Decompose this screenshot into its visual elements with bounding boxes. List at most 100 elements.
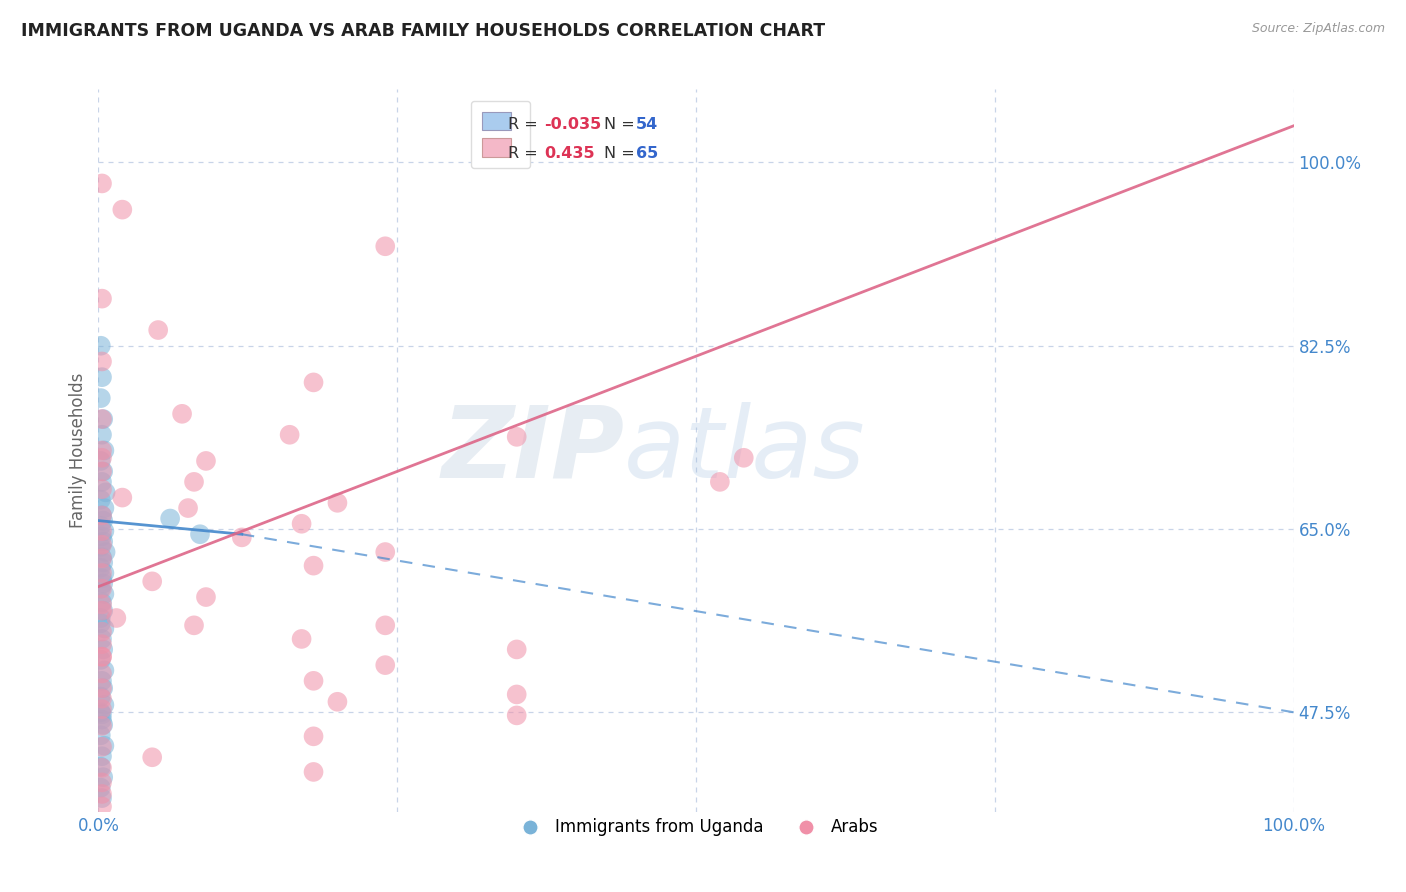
Point — [302, 376, 325, 390]
Point — [91, 775, 114, 789]
Point — [90, 611, 112, 625]
Point — [374, 618, 396, 632]
Point — [91, 370, 114, 384]
Point — [91, 595, 114, 609]
Point — [91, 713, 114, 727]
Point — [93, 443, 115, 458]
Point — [91, 177, 114, 191]
Point — [90, 492, 112, 507]
Point — [195, 454, 218, 468]
Point — [91, 632, 114, 646]
Point — [177, 501, 200, 516]
Point — [91, 799, 114, 814]
Point — [91, 529, 114, 543]
Point — [183, 618, 205, 632]
Point — [231, 530, 253, 544]
Point — [93, 501, 115, 516]
Point — [91, 354, 114, 368]
Point — [105, 611, 128, 625]
Point — [91, 508, 114, 523]
Point — [91, 576, 114, 591]
Point — [91, 637, 114, 651]
Point — [91, 642, 114, 657]
Point — [91, 649, 114, 664]
Point — [506, 688, 529, 702]
Point — [374, 545, 396, 559]
Text: 65: 65 — [636, 146, 658, 161]
Point — [91, 427, 114, 442]
Point — [91, 719, 114, 733]
Point — [172, 407, 194, 421]
Point — [733, 450, 755, 465]
Point — [506, 642, 529, 657]
Point — [90, 728, 112, 742]
Point — [141, 574, 163, 589]
Point — [278, 427, 301, 442]
Text: R =: R = — [509, 146, 548, 161]
Text: 54: 54 — [636, 118, 658, 132]
Point — [93, 739, 115, 753]
Point — [91, 556, 114, 570]
Y-axis label: Family Households: Family Households — [69, 373, 87, 528]
Point — [91, 534, 114, 549]
Point — [91, 702, 114, 716]
Point — [91, 566, 114, 580]
Point — [302, 558, 325, 573]
Point — [90, 391, 112, 405]
Point — [91, 739, 114, 754]
Point — [91, 787, 114, 801]
Point — [90, 582, 112, 596]
Point — [91, 571, 114, 585]
Point — [91, 681, 114, 695]
Point — [302, 764, 325, 779]
Point — [91, 412, 114, 426]
Point — [91, 412, 114, 426]
Point — [326, 695, 349, 709]
Point — [291, 516, 314, 531]
Point — [506, 430, 529, 444]
Point — [91, 443, 114, 458]
Text: atlas: atlas — [624, 402, 866, 499]
Point — [90, 519, 112, 533]
Text: 0.435: 0.435 — [544, 146, 595, 161]
Point — [90, 780, 112, 795]
Point — [90, 616, 112, 631]
Point — [90, 705, 112, 719]
Point — [91, 673, 114, 688]
Text: N =: N = — [605, 146, 640, 161]
Point — [94, 485, 117, 500]
Point — [90, 339, 112, 353]
Point — [183, 475, 205, 489]
Point — [91, 508, 114, 523]
Point — [709, 475, 731, 489]
Point — [91, 482, 114, 496]
Point — [91, 718, 114, 732]
Point — [93, 587, 115, 601]
Point — [90, 653, 112, 667]
Point — [91, 475, 114, 489]
Point — [93, 664, 115, 678]
Point — [188, 527, 211, 541]
Point — [91, 582, 114, 596]
Point — [91, 464, 114, 478]
Point — [374, 239, 396, 253]
Point — [91, 666, 114, 681]
Point — [374, 658, 396, 673]
Point — [302, 673, 325, 688]
Point — [91, 624, 114, 639]
Point — [291, 632, 314, 646]
Point — [91, 450, 114, 465]
Legend: Immigrants from Uganda, Arabs: Immigrants from Uganda, Arabs — [508, 812, 884, 843]
Point — [91, 598, 114, 612]
Point — [141, 750, 163, 764]
Text: IMMIGRANTS FROM UGANDA VS ARAB FAMILY HOUSEHOLDS CORRELATION CHART: IMMIGRANTS FROM UGANDA VS ARAB FAMILY HO… — [21, 22, 825, 40]
Point — [90, 560, 112, 574]
Point — [91, 538, 114, 552]
Point — [93, 622, 115, 636]
Point — [91, 691, 114, 706]
Text: N =: N = — [605, 118, 640, 132]
Point — [91, 550, 114, 565]
Point — [91, 604, 114, 618]
Point — [91, 791, 114, 805]
Point — [91, 514, 114, 528]
